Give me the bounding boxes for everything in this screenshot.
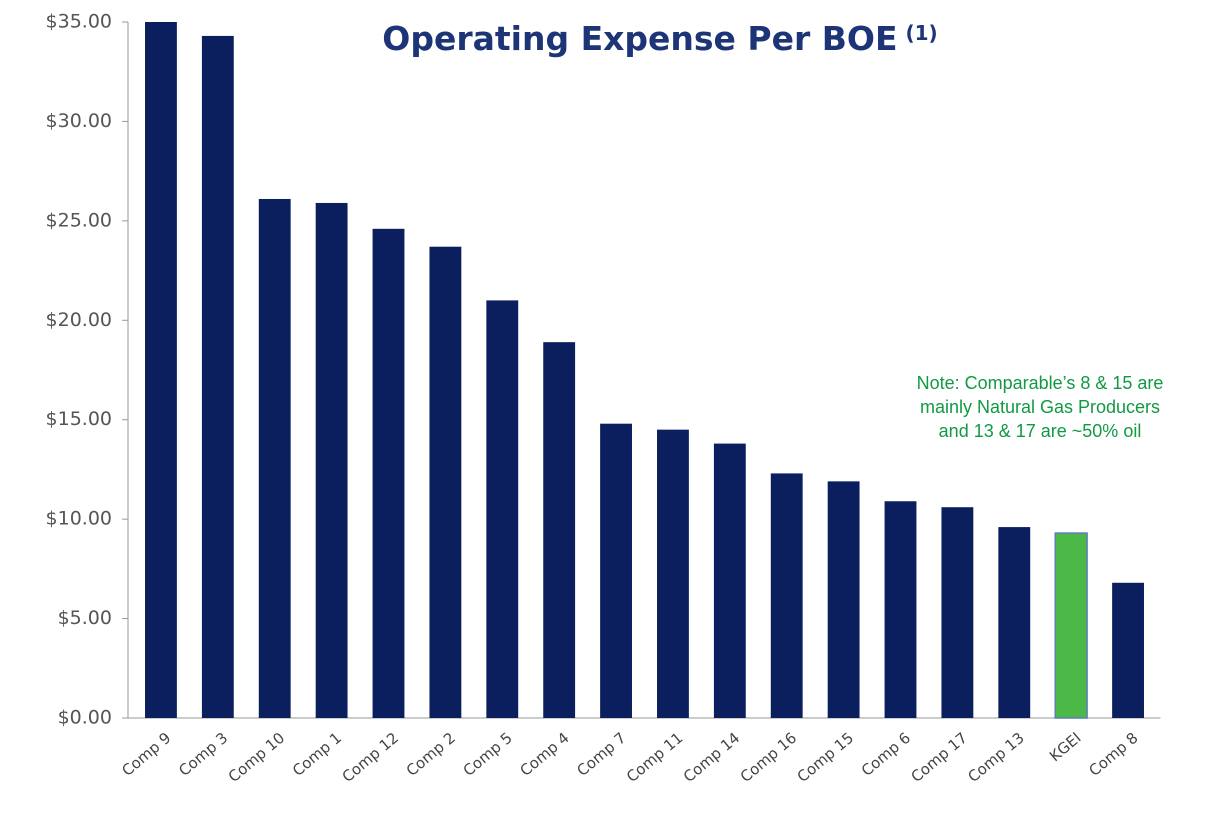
chart-title: Operating Expense Per BOE (1): [382, 19, 937, 58]
y-tick-label: $25.00: [46, 209, 112, 231]
y-tick-label: $20.00: [46, 309, 112, 331]
bar: [998, 527, 1031, 718]
bar: [827, 481, 860, 718]
bar: [372, 228, 405, 718]
bar: [600, 423, 632, 718]
x-tick-label: Comp 16: [737, 729, 800, 786]
y-tick-label: $0.00: [58, 707, 112, 729]
bar: [1054, 532, 1088, 719]
y-tick-label: $10.00: [46, 508, 112, 530]
bar: [145, 22, 177, 718]
y-tick-label: $35.00: [46, 11, 112, 33]
x-tick-label: Comp 3: [175, 729, 231, 780]
bar: [770, 473, 803, 718]
y-tick-label: $5.00: [58, 607, 112, 629]
title-note: (1): [906, 21, 938, 45]
bar: [201, 35, 234, 719]
x-tick-label: Comp 14: [680, 729, 743, 786]
x-tick-label: Comp 9: [118, 729, 174, 780]
y-tick-label: $30.00: [46, 110, 112, 132]
bar: [486, 300, 519, 718]
bar: [543, 342, 576, 718]
annotation: and 13 & 17 are ~50% oil: [939, 421, 1142, 441]
x-tick-label: Comp 7: [573, 729, 629, 780]
x-tick-label: Comp 15: [794, 729, 857, 786]
x-tick-label: Comp 11: [623, 729, 686, 786]
bar: [657, 429, 689, 718]
x-tick-label: Comp 13: [964, 729, 1027, 786]
bar: [941, 507, 974, 718]
x-tick-label: Comp 10: [225, 729, 288, 786]
bar: [713, 443, 746, 718]
x-tick-label: Comp 1: [289, 729, 345, 780]
x-tick-label: KGEI: [1046, 729, 1085, 766]
bar: [429, 246, 462, 719]
x-tick-label: Comp 2: [403, 729, 459, 780]
title-text: Operating Expense Per BOE: [382, 19, 897, 58]
x-tick-label: Comp 6: [858, 729, 914, 780]
x-tick-label: Comp 17: [907, 729, 970, 786]
x-tick-label: Comp 5: [460, 729, 516, 780]
annotation: Note: Comparable’s 8 & 15 are: [917, 373, 1164, 393]
bar: [315, 202, 348, 718]
y-tick-label: $15.00: [46, 408, 112, 430]
bar: [884, 501, 917, 718]
x-tick-label: Comp 12: [339, 729, 402, 786]
annotation: mainly Natural Gas Producers: [920, 397, 1160, 417]
bar: [258, 198, 291, 719]
x-tick-label: Comp 4: [517, 729, 573, 780]
bar: [1112, 582, 1144, 718]
x-tick-label: Comp 8: [1085, 729, 1141, 780]
